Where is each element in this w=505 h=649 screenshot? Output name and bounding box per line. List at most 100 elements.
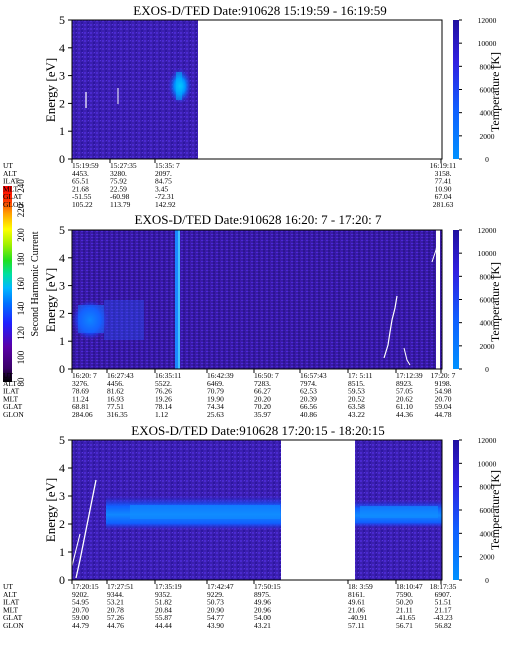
energy-tick-label: 2 (59, 517, 65, 531)
orbit-row-label: UT (3, 161, 13, 170)
panel-2-ylabel: Energy [eV] (43, 268, 58, 332)
orbit-row-label: ILAT (3, 177, 20, 186)
temp-tick-label: 8000 (480, 483, 495, 492)
panel-1-temp-bar (453, 20, 459, 159)
orbit-cell: 284.06 (72, 410, 93, 419)
orbit-cell: 1.12 (155, 410, 168, 419)
orbit-cell: 5522. (155, 379, 172, 388)
orbit-cell: 9344. (107, 590, 124, 599)
energy-tick-label: 0 (59, 573, 65, 587)
orbit-cell: 7590. (396, 590, 413, 599)
panel-1-rlabel: Temperature [K] (488, 52, 502, 132)
panel-2-plot-area (71, 229, 453, 370)
temp-tick-label: 0 (485, 155, 489, 164)
temp-tick-label: 12000 (478, 226, 497, 235)
temp-tick-label: 2000 (480, 342, 495, 351)
orbit-cell: 59.04 (435, 402, 452, 411)
orbit-cell: 43.90 (207, 621, 224, 630)
panel-3-orbit-table: UTALTILATMLTGLATGLON17:20:159202.54.9520… (3, 580, 457, 630)
orbit-cell: 142.92 (155, 200, 176, 209)
temp-tick-label: 8000 (480, 272, 495, 281)
orbit-cell: 59.53 (348, 387, 365, 396)
energy-tick-label: 0 (59, 152, 65, 166)
orbit-cell: 3276. (72, 379, 89, 388)
orbit-cell: 8515. (348, 379, 365, 388)
orbit-cell: 20.78 (107, 605, 124, 614)
orbit-row-label: GLON (3, 621, 24, 630)
orbit-cell: 8161. (348, 590, 365, 599)
orbit-row-label: GLON (3, 200, 24, 209)
temp-tick-label: 4000 (480, 319, 495, 328)
orbit-cell: 17:42:47 (207, 582, 234, 591)
orbit-cell: 6469. (207, 379, 224, 388)
orbit-cell: 77.51 (107, 402, 124, 411)
orbit-cell: -40.91 (348, 613, 368, 622)
energy-tick-label: 4 (59, 251, 65, 265)
orbit-cell: 15:27:35 (110, 161, 137, 170)
orbit-row-label: MLT (3, 605, 19, 614)
panel-3: EXOS-D/TED Date:910628 17:20:15 - 18:20:… (3, 423, 502, 630)
temp-tick-label: 6000 (480, 296, 495, 305)
orbit-cell: 54.00 (254, 613, 271, 622)
panel-1-plot-area (71, 19, 443, 160)
orbit-cell: 3.45 (155, 184, 168, 193)
orbit-cell: 15:19:59 (72, 161, 99, 170)
orbit-cell: -60.98 (110, 192, 130, 201)
energy-tick-label: 1 (59, 124, 65, 138)
orbit-cell: -72.31 (155, 192, 175, 201)
panel-1-title: EXOS-D/TED Date:910628 15:19:59 - 16:19:… (133, 3, 386, 18)
orbit-row-label: UT (3, 371, 13, 380)
orbit-cell: 9198. (435, 379, 452, 388)
orbit-cell: 20.84 (155, 605, 172, 614)
temp-tick-label: 12000 (478, 16, 497, 25)
panel-1-y-axis: 0 1 2 3 4 5 (59, 13, 72, 166)
orbit-cell: 61.10 (396, 402, 413, 411)
orbit-cell: -43.23 (433, 613, 453, 622)
panel-1-ylabel: Energy [eV] (43, 58, 58, 122)
orbit-cell: 70.20 (254, 402, 271, 411)
orbit-cell: 70.79 (207, 387, 224, 396)
orbit-cell: 44.76 (107, 621, 124, 630)
orbit-cell: -41.65 (396, 613, 416, 622)
orbit-cell: 44.79 (72, 621, 89, 630)
energy-tick-label: 0 (59, 362, 65, 376)
orbit-cell: 49.96 (254, 598, 271, 607)
orbit-cell: 21.06 (348, 605, 365, 614)
orbit-cell: 62.53 (300, 387, 317, 396)
orbit-cell: 316.35 (107, 410, 128, 419)
energy-tick-label: 5 (59, 223, 65, 237)
orbit-cell: 17:35:19 (155, 582, 182, 591)
orbit-cell: 50.73 (207, 598, 224, 607)
panel-3-ylabel: Energy [eV] (43, 478, 58, 542)
orbit-cell: 25.63 (207, 410, 224, 419)
orbit-cell: 55.87 (155, 613, 172, 622)
orbit-row-label: ALT (3, 379, 17, 388)
orbit-row-label: ILAT (3, 387, 20, 396)
panel-2-y-axis: 0 1 2 3 4 5 (59, 223, 72, 376)
orbit-cell: 18: 3:59 (348, 582, 373, 591)
orbit-cell: 9352. (155, 590, 172, 599)
orbit-cell: 9229. (207, 590, 224, 599)
orbit-cell: 56.82 (435, 621, 452, 630)
orbit-cell: 35.97 (254, 410, 271, 419)
panel-3-temp-axis: 0 2000 4000 6000 8000 10000 12000 (459, 436, 497, 585)
colorbar-tick-label: 220 (16, 203, 26, 217)
orbit-cell: 57.11 (348, 621, 365, 630)
colorbar: 80 100 120 140 160 180 200 220 240 Second Harmon… (3, 179, 41, 387)
orbit-row-label: GLAT (3, 613, 23, 622)
energy-tick-label: 1 (59, 334, 65, 348)
orbit-cell: 43.21 (254, 621, 271, 630)
orbit-cell: 17:20:15 (72, 582, 99, 591)
energy-tick-label: 5 (59, 433, 65, 447)
orbit-cell: 66.27 (254, 387, 271, 396)
orbit-cell: 78.69 (72, 387, 89, 396)
orbit-cell: 81.62 (107, 387, 124, 396)
orbit-cell: 49.61 (348, 598, 365, 607)
orbit-cell: 16.93 (107, 394, 124, 403)
orbit-cell: 105.22 (72, 200, 93, 209)
temp-tick-label: 10000 (478, 459, 497, 468)
panel-3-rlabel: Temperature [K] (488, 470, 502, 550)
panel-3-temp-bar (453, 440, 459, 580)
orbit-row-label: ALT (3, 590, 17, 599)
